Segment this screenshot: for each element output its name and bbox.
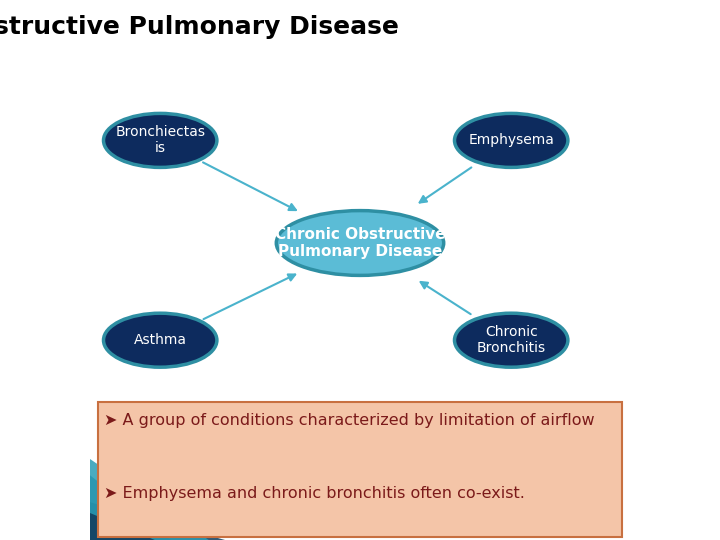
Text: Asthma: Asthma bbox=[134, 333, 186, 347]
Ellipse shape bbox=[104, 113, 217, 167]
Text: Emphysema: Emphysema bbox=[468, 133, 554, 147]
Text: Bronchiectas
is: Bronchiectas is bbox=[115, 125, 205, 156]
Ellipse shape bbox=[104, 313, 217, 367]
Ellipse shape bbox=[454, 313, 568, 367]
Text: Chronic Obstructive
Pulmonary Disease: Chronic Obstructive Pulmonary Disease bbox=[275, 227, 445, 259]
FancyBboxPatch shape bbox=[98, 402, 622, 537]
Polygon shape bbox=[90, 459, 209, 540]
Polygon shape bbox=[90, 475, 171, 540]
Text: Chronic
Bronchitis: Chronic Bronchitis bbox=[477, 325, 546, 355]
Text: ➤ Emphysema and chronic bronchitis often co-exist.: ➤ Emphysema and chronic bronchitis often… bbox=[104, 486, 524, 501]
Ellipse shape bbox=[454, 113, 568, 167]
Ellipse shape bbox=[276, 211, 444, 275]
Polygon shape bbox=[90, 502, 225, 540]
Text: Chronic Obstructive Pulmonary Disease: Chronic Obstructive Pulmonary Disease bbox=[0, 15, 399, 39]
Text: ➤ A group of conditions characterized by limitation of airflow: ➤ A group of conditions characterized by… bbox=[104, 413, 594, 428]
